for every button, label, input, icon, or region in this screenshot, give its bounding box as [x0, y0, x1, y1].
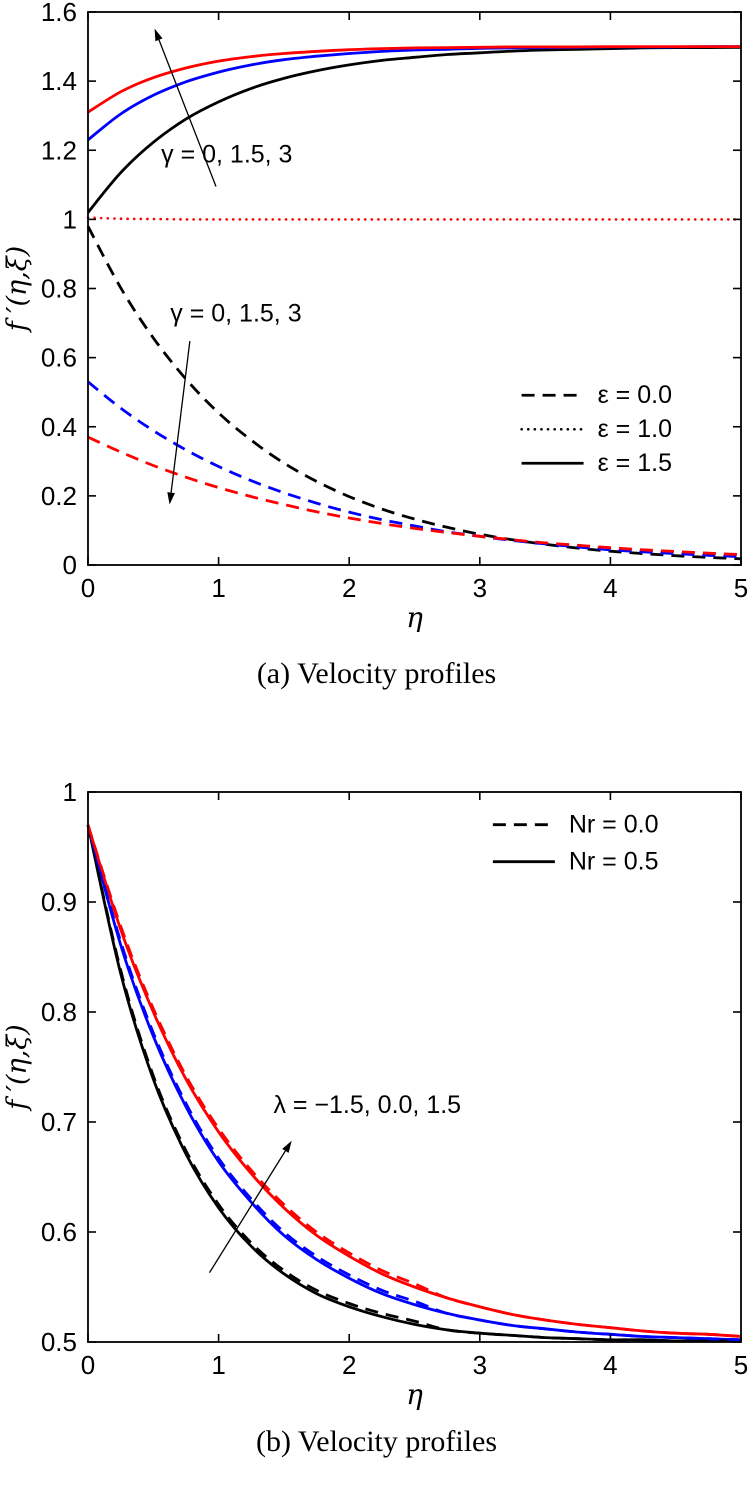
annotation-text: γ = 0, 1.5, 3: [170, 299, 301, 327]
figure-b: 0 1 2 3 4 5 0.5 0.6 0.7 0.8 0.9 1 η f ′(η,ξ) Nr = 0.0 N…: [0, 780, 753, 1460]
x-tick-label: 2: [342, 1350, 356, 1380]
y-axis-label: f ′(η,ξ): [2, 246, 33, 333]
figure-a-caption: (a) Velocity profiles: [256, 657, 497, 690]
series-curve-eps-1.5-gamma-1.5: [87, 45, 742, 141]
figure-b-caption: (b) Velocity profiles: [255, 1425, 498, 1458]
series-curve-eps-0.0-gamma-0: [86, 225, 742, 561]
series-curve-eps-0.0-gamma-1.5: [87, 380, 742, 559]
y-tick-label: 0.6: [41, 1217, 77, 1247]
annotation-text: γ = 0, 1.5, 3: [161, 140, 292, 168]
annotation-arrow-head: [154, 28, 163, 42]
y-axis-label: f ′(η,ξ): [2, 1024, 33, 1111]
x-tick-label: 1: [211, 573, 225, 603]
legend-label: ε = 1.5: [598, 449, 672, 477]
figure-a: 0 1 2 3 4 5 0 0.2 0.4 0.6 0.8 1 1.2 1.4 1.6 η f ′(η,ξ) ε …: [0, 0, 753, 692]
x-axis-label: η: [406, 601, 423, 632]
x-tick-label: 5: [734, 573, 748, 603]
annotation-arrow-head: [167, 492, 175, 505]
x-tick-label: 4: [603, 573, 617, 603]
y-tick-label: 1: [63, 780, 77, 807]
y-tick-label: 1.4: [41, 66, 77, 96]
y-tick-label: 1: [63, 204, 77, 234]
series-curve-nr-0.5-lambda-1.5: [86, 824, 742, 1338]
y-tick-label: 0.6: [41, 343, 77, 373]
annotation-arrow-shaft: [158, 39, 217, 187]
series-curve-nr-0.5-lambda--1.5: [86, 824, 741, 1343]
y-tick-label: 0.8: [41, 997, 77, 1027]
y-tick-label: 0.2: [41, 481, 77, 511]
x-tick-label: 0: [81, 1350, 95, 1380]
plot-border: [87, 791, 742, 1343]
plot-border: [87, 11, 742, 566]
series-curve-eps-1.0: [86, 216, 743, 221]
y-tick-label: 0.8: [41, 274, 77, 304]
y-tick-label: 0: [63, 550, 77, 580]
x-tick-label: 0: [81, 573, 95, 603]
y-tick-label: 1.2: [41, 135, 77, 165]
x-tick-label: 2: [342, 573, 356, 603]
annotation-text: λ = −1.5, 0.0, 1.5: [273, 1091, 461, 1119]
x-tick-label: 5: [734, 1350, 748, 1380]
annotation-arrow-shaft: [170, 340, 191, 493]
annotation-arrow-shaft: [208, 1150, 286, 1274]
legend-label: Nr = 0.0: [569, 811, 659, 839]
x-tick-label: 3: [473, 573, 487, 603]
y-tick-label: 0.5: [41, 1327, 77, 1357]
series-curve-nr-0.5-lambda-0.0: [86, 824, 742, 1342]
y-tick-label: 0.7: [41, 1107, 77, 1137]
y-tick-label: 1.6: [41, 0, 77, 27]
legend-label: ε = 0.0: [598, 381, 672, 409]
x-tick-label: 4: [603, 1350, 617, 1380]
series-curve-nr-0.0-lambda-0.0: [86, 824, 742, 1342]
y-tick-label: 0.4: [41, 412, 77, 442]
x-axis-label: η: [406, 1378, 423, 1410]
legend-label: Nr = 0.5: [569, 848, 659, 876]
x-tick-label: 1: [211, 1350, 225, 1380]
series-curve-nr-0.0-lambda--1.5: [86, 824, 741, 1343]
series-curve-nr-0.0-lambda-1.5: [86, 824, 742, 1338]
y-tick-label: 0.9: [41, 887, 77, 917]
legend-label: ε = 1.0: [598, 415, 672, 443]
series-curve-eps-0.0-gamma-3: [87, 435, 742, 556]
velocity-chart-a: 0 1 2 3 4 5 0 0.2 0.4 0.6 0.8 1 1.2 1.4 1.6 η f ′(η,ξ) ε …: [2, 0, 748, 632]
velocity-chart-b: 0 1 2 3 4 5 0.5 0.6 0.7 0.8 0.9 1 η f ′(η,ξ) Nr = 0.0 N…: [2, 780, 748, 1410]
series-curve-eps-1.5-gamma-0: [86, 45, 742, 214]
x-tick-label: 3: [473, 1350, 487, 1380]
series-curve-eps-1.5-gamma-3: [87, 45, 741, 114]
annotation-arrow-head: [282, 1140, 292, 1153]
